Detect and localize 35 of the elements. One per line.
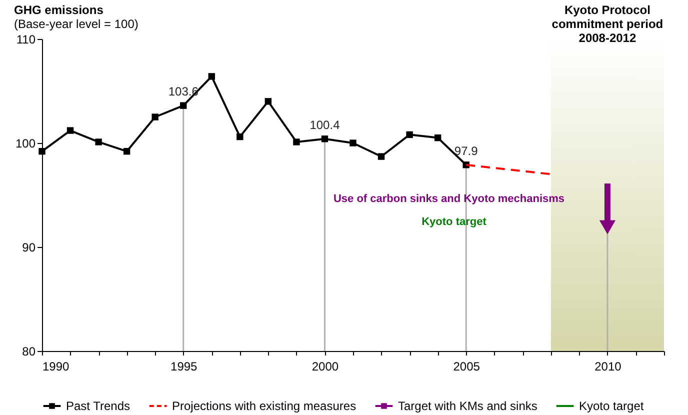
legend-label: Projections with existing measures xyxy=(172,399,356,413)
annotation: Use of carbon sinks and Kyoto mechanisms xyxy=(333,193,565,205)
point xyxy=(321,135,328,142)
point xyxy=(66,127,74,134)
point xyxy=(95,138,102,146)
point xyxy=(38,148,46,155)
x-tick-label: 2010 xyxy=(594,360,622,374)
x-tick-label: 1995 xyxy=(170,360,198,374)
point xyxy=(378,153,385,160)
point xyxy=(152,114,158,120)
data-label: 97.9 xyxy=(454,144,478,158)
y-tick-label: 110 xyxy=(16,32,36,46)
band-label: Kyoto Protocol commitment period 2008-2012 xyxy=(552,3,664,45)
point xyxy=(293,138,300,146)
point xyxy=(236,133,244,140)
annotation: Kyoto target xyxy=(422,216,487,228)
data-label: 100.4 xyxy=(310,118,340,132)
point xyxy=(264,98,272,105)
y-tick-label: 100 xyxy=(15,136,36,150)
legend-label: Target with KMs and sinks xyxy=(398,399,538,413)
legend-label: Past Trends xyxy=(66,399,130,413)
x-tick-label: 2005 xyxy=(453,360,480,374)
x-tick-label: 2000 xyxy=(312,360,339,374)
legend-label: Kyoto target xyxy=(579,399,644,413)
point xyxy=(350,140,356,146)
chart-subtitle: (Base-year level = 100) xyxy=(14,17,138,31)
point xyxy=(123,148,130,155)
point xyxy=(208,73,215,80)
y-tick-label: 80 xyxy=(22,344,36,358)
chart-title: GHG emissions xyxy=(14,3,104,17)
y-tick-label: 90 xyxy=(22,240,36,254)
x-tick-label: 1990 xyxy=(42,360,70,374)
point xyxy=(434,134,442,142)
point xyxy=(406,131,413,138)
point xyxy=(180,102,187,109)
